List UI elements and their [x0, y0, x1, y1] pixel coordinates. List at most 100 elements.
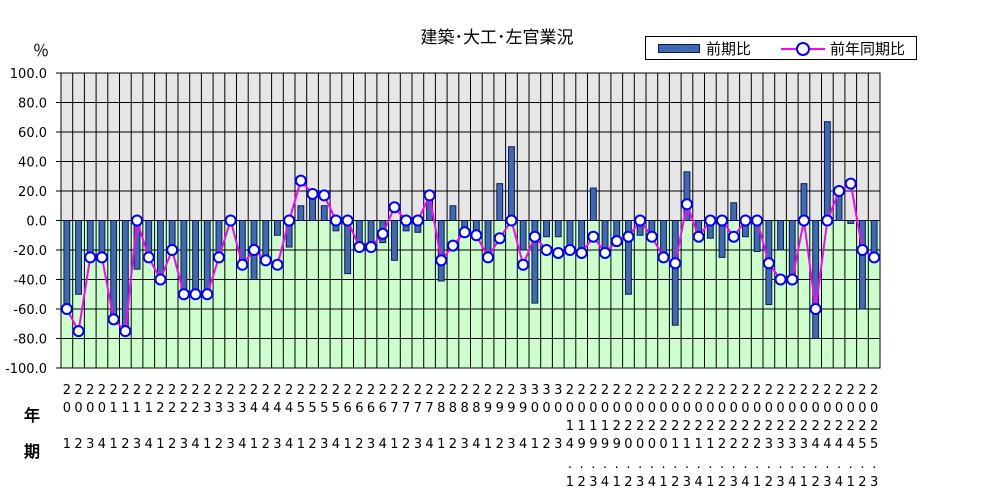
x-tick-label: 2	[671, 419, 679, 434]
x-tick-label: 4	[191, 437, 199, 452]
x-tick-label: 2	[227, 383, 235, 398]
x-tick-label: 3	[227, 437, 235, 452]
x-tick-label: .	[615, 457, 619, 472]
line-point	[142, 251, 155, 264]
line-point	[283, 214, 296, 227]
x-tick-label: 2	[566, 383, 574, 398]
bar	[777, 220, 784, 251]
x-tick-label: 3	[507, 437, 515, 452]
x-tick-label: 3	[554, 437, 562, 452]
x-tick-label: 2	[390, 383, 398, 398]
x-tick-label: .	[778, 457, 782, 472]
x-tick-label: 0	[98, 401, 106, 416]
line-point	[189, 288, 202, 301]
x-tick-label: 3	[765, 437, 773, 452]
x-tick-label: 2	[788, 383, 796, 398]
line-point	[84, 251, 97, 264]
x-tick-label: 2	[870, 419, 878, 434]
x-tick-label: 3	[589, 475, 597, 490]
line-point	[692, 230, 705, 243]
x-tick-label: 1	[671, 437, 679, 452]
x-tick-label: .	[661, 457, 665, 472]
x-tick-label: 3	[776, 437, 784, 452]
x-tick-label: 4	[332, 437, 340, 452]
chart-title: 建築･大工･左官業況	[420, 28, 574, 48]
line-point	[482, 251, 495, 264]
x-tick-label: 1	[344, 437, 352, 452]
x-tick-label: 3	[238, 401, 246, 416]
x-tick-label: 2	[765, 475, 773, 490]
x-tick-label: 0	[847, 401, 855, 416]
x-tick-label: 3	[519, 383, 527, 398]
x-tick-label: 2	[472, 383, 480, 398]
legend-bar-label: 前期比	[706, 40, 752, 58]
y-tick-label: 40.0	[18, 156, 47, 171]
x-tick-label: 5	[297, 401, 305, 416]
x-tick-label: 4	[847, 437, 855, 452]
x-tick-label: 2	[613, 383, 621, 398]
x-tick-label: 2	[156, 401, 164, 416]
x-tick-label: 0	[554, 401, 562, 416]
x-tick-label: 0	[86, 401, 94, 416]
line-point	[341, 214, 354, 227]
bar	[601, 220, 609, 252]
x-tick-label: 2	[191, 383, 199, 398]
x-tick-label: 3	[636, 475, 644, 490]
line-point	[236, 258, 249, 271]
x-tick-label: 2	[168, 383, 176, 398]
x-tick-label: 0	[695, 401, 703, 416]
x-tick-label: 4	[250, 401, 258, 416]
x-tick-label: 2	[741, 383, 749, 398]
x-tick-label: 4	[835, 437, 843, 452]
x-tick-label: 3	[273, 437, 281, 452]
x-tick-label: 1	[63, 437, 71, 452]
line-point	[552, 246, 565, 259]
bar	[192, 220, 199, 295]
x-tick-label: 4	[285, 437, 293, 452]
x-tick-label: 0	[730, 401, 738, 416]
legend-line-marker	[796, 42, 810, 56]
line-point	[95, 251, 108, 264]
x-tick-label: 0	[601, 401, 609, 416]
line-point	[294, 174, 307, 187]
y-tick-label: -60.0	[13, 303, 47, 318]
line-point	[844, 177, 857, 190]
x-tick-label: 2	[695, 383, 703, 398]
x-tick-label: 0	[589, 401, 597, 416]
x-tick-label: 2	[449, 437, 457, 452]
bar	[683, 171, 691, 221]
line-point	[411, 214, 424, 227]
x-tick-label: 2	[133, 383, 141, 398]
line-point	[119, 325, 132, 338]
x-tick-label: 2	[636, 383, 644, 398]
line-point	[329, 214, 342, 227]
x-tick-label: 2	[741, 437, 749, 452]
x-tick-label: 2	[835, 383, 843, 398]
x-tick-label: 9	[507, 401, 515, 416]
line-point	[306, 187, 319, 200]
x-tick-label: .	[638, 457, 642, 472]
bar	[320, 205, 328, 221]
y-tick-label: 100.0	[10, 67, 47, 82]
x-row-label-period: 期	[24, 442, 41, 461]
line-point	[493, 232, 506, 245]
line-point	[587, 230, 600, 243]
x-tick-label: 2	[847, 419, 855, 434]
line-point	[657, 251, 670, 264]
x-tick-label: 4	[695, 475, 703, 490]
x-tick-label: 6	[367, 401, 375, 416]
x-tick-label: 2	[273, 383, 281, 398]
x-tick-label: 2	[648, 383, 656, 398]
y-tick-label: -80.0	[13, 333, 47, 348]
x-tick-label: 2	[624, 419, 632, 434]
line-point	[739, 214, 752, 227]
x-tick-label: 0	[706, 401, 714, 416]
x-tick-label: 1	[390, 437, 398, 452]
x-tick-label: 0	[741, 401, 749, 416]
x-tick-label: 2	[402, 437, 410, 452]
line-point	[271, 258, 284, 271]
x-tick-label: 0	[531, 401, 539, 416]
x-tick-label: 1	[578, 419, 586, 434]
x-tick-label: 2	[542, 437, 550, 452]
x-tick-label: .	[814, 457, 818, 472]
